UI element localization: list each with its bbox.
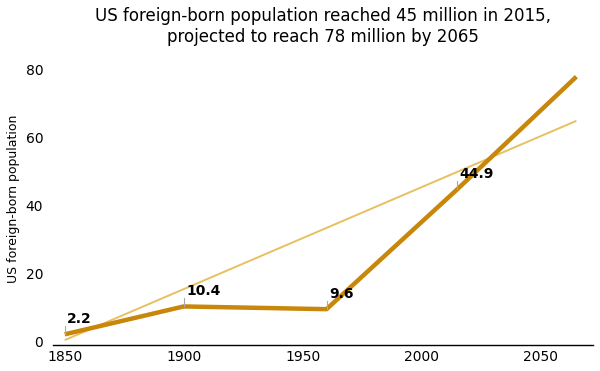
Text: 44.9: 44.9 bbox=[460, 167, 494, 181]
Y-axis label: US foreign-born population: US foreign-born population bbox=[7, 115, 20, 283]
Text: 9.6: 9.6 bbox=[329, 287, 353, 301]
Title: US foreign-born population reached 45 million in 2015,
projected to reach 78 mil: US foreign-born population reached 45 mi… bbox=[95, 7, 551, 46]
Text: 10.4: 10.4 bbox=[186, 284, 220, 298]
Text: 2.2: 2.2 bbox=[67, 312, 92, 326]
